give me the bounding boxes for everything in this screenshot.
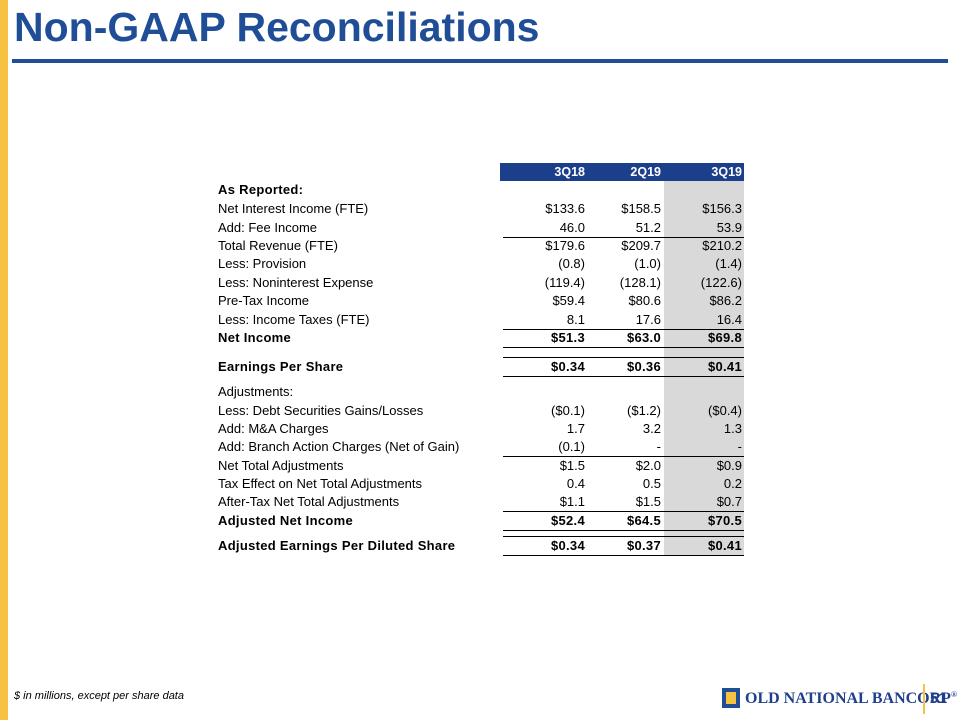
cell-value: $70.5 xyxy=(707,513,742,528)
cell-value: (0.1) xyxy=(558,439,585,454)
registered-mark: ® xyxy=(950,690,957,699)
cell-value: $0.41 xyxy=(707,538,742,553)
cell-value: 3.2 xyxy=(642,421,661,436)
column-header: 3Q18 xyxy=(554,165,585,179)
cell-value: $1.5 xyxy=(559,458,585,473)
underline xyxy=(503,376,744,377)
row-label: Adjusted Net Income xyxy=(218,513,353,528)
cell-value: $1.5 xyxy=(635,494,661,509)
cell-value: $133.6 xyxy=(545,201,585,216)
row-label: Total Revenue (FTE) xyxy=(218,238,338,253)
cell-value: $51.3 xyxy=(550,330,585,345)
page-number: 51 xyxy=(930,690,947,707)
table-header xyxy=(500,163,744,181)
cell-value: 53.9 xyxy=(716,220,742,235)
column-header: 2Q19 xyxy=(630,165,661,179)
row-label: Tax Effect on Net Total Adjustments xyxy=(218,476,423,491)
cell-value: $0.41 xyxy=(707,359,742,374)
cell-value: ($1.2) xyxy=(627,403,661,418)
cell-value: $0.36 xyxy=(626,359,661,374)
cell-value: (128.1) xyxy=(619,275,661,290)
cell-value: (119.4) xyxy=(544,275,585,290)
logo-icon xyxy=(722,688,740,708)
cell-value: $59.4 xyxy=(552,293,585,308)
cell-value: $64.5 xyxy=(626,513,661,528)
underline xyxy=(503,456,744,457)
cell-value: (122.6) xyxy=(700,275,742,290)
row-label: Net Income xyxy=(218,330,292,345)
row-label: Earnings Per Share xyxy=(218,359,344,374)
cell-value: $210.2 xyxy=(702,238,742,253)
underline xyxy=(503,555,744,556)
row-label: Less: Provision xyxy=(218,256,307,271)
row-label: After-Tax Net Total Adjustments xyxy=(218,494,400,509)
cell-value: 46.0 xyxy=(559,220,585,235)
cell-value: 17.6 xyxy=(635,312,661,327)
row-label: Adjusted Earnings Per Diluted Share xyxy=(218,538,456,553)
title: Non-GAAP Reconciliations xyxy=(14,4,540,50)
underline xyxy=(503,237,744,238)
cell-value: $0.34 xyxy=(550,359,585,374)
row-label: Net Total Adjustments xyxy=(218,458,344,473)
cell-value: $2.0 xyxy=(635,458,661,473)
cell-value: 16.4 xyxy=(716,312,742,327)
cell-value: 8.1 xyxy=(566,312,585,327)
cell-value: (1.0) xyxy=(634,256,661,271)
cell-value: 0.4 xyxy=(566,476,585,491)
cell-value: $69.8 xyxy=(707,330,742,345)
side-bar xyxy=(0,0,8,720)
cell-value: $0.37 xyxy=(626,538,661,553)
cell-value: 0.5 xyxy=(642,476,661,491)
row-label: As Reported: xyxy=(218,182,304,197)
row-label: Add: Fee Income xyxy=(218,220,317,235)
cell-value: $52.4 xyxy=(550,513,585,528)
underline xyxy=(503,530,744,531)
row-label: Add: Branch Action Charges (Net of Gain) xyxy=(218,439,460,454)
cell-value: ($0.4) xyxy=(708,403,742,418)
divider xyxy=(923,684,925,714)
cell-value: (0.8) xyxy=(558,256,585,271)
cell-value: $0.9 xyxy=(716,458,742,473)
cell-value: $209.7 xyxy=(621,238,661,253)
footnote: $ in millions, except per share data xyxy=(14,690,184,702)
logo-text: OLD NATIONAL BANCORP xyxy=(745,690,951,707)
highlight-column xyxy=(664,181,744,556)
cell-value: $179.6 xyxy=(545,238,585,253)
row-label: Less: Noninterest Expense xyxy=(218,275,374,290)
cell-value: 1.7 xyxy=(566,421,585,436)
column-header: 3Q19 xyxy=(711,165,742,179)
underline xyxy=(503,347,744,348)
row-label: Less: Debt Securities Gains/Losses xyxy=(218,403,424,418)
cell-value: (1.4) xyxy=(715,256,742,271)
row-label: Adjustments: xyxy=(218,384,294,399)
row-label: Less: Income Taxes (FTE) xyxy=(218,312,370,327)
row-label: Add: M&A Charges xyxy=(218,421,329,436)
cell-value: $80.6 xyxy=(628,293,661,308)
cell-value: ($0.1) xyxy=(551,403,585,418)
cell-value: 1.3 xyxy=(723,421,742,436)
cell-value: $156.3 xyxy=(702,201,742,216)
title-rule xyxy=(12,59,948,63)
cell-value: - xyxy=(656,439,661,454)
cell-value: $1.1 xyxy=(559,494,585,509)
underline xyxy=(503,511,744,512)
cell-value: - xyxy=(737,439,742,454)
underline xyxy=(503,329,744,330)
cell-value: $0.34 xyxy=(550,538,585,553)
cell-value: $158.5 xyxy=(621,201,661,216)
logo: OLD NATIONAL BANCORP® xyxy=(745,690,957,708)
cell-value: 0.2 xyxy=(723,476,742,491)
cell-value: $86.2 xyxy=(709,293,742,308)
row-label: Net Interest Income (FTE) xyxy=(218,201,369,216)
cell-value: $0.7 xyxy=(716,494,742,509)
overline xyxy=(503,536,744,537)
cell-value: $63.0 xyxy=(626,330,661,345)
row-label: Pre-Tax Income xyxy=(218,293,310,308)
cell-value: 51.2 xyxy=(635,220,661,235)
overline xyxy=(503,357,744,358)
